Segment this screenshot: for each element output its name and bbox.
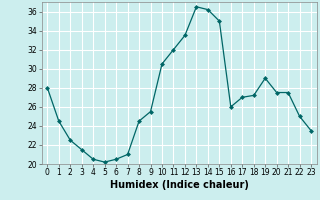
X-axis label: Humidex (Indice chaleur): Humidex (Indice chaleur) xyxy=(110,180,249,190)
